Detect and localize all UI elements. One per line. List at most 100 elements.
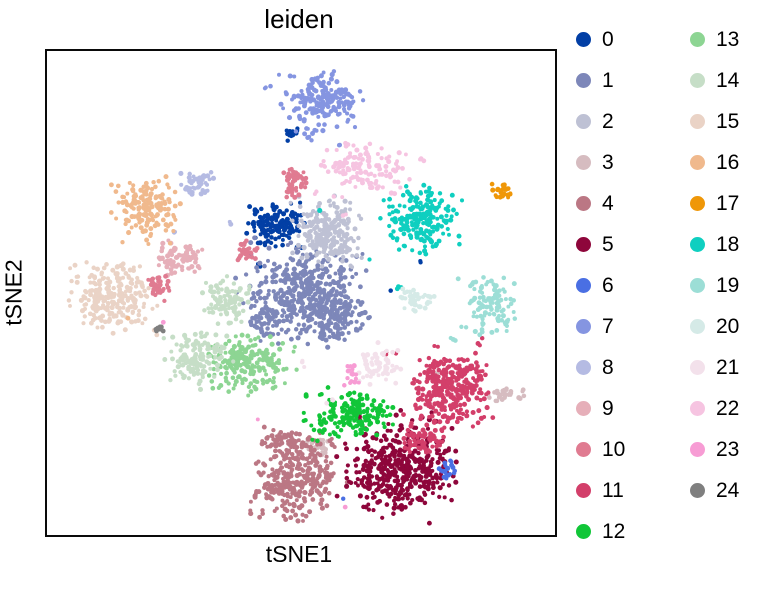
cluster-10-points — [146, 166, 309, 304]
legend-swatch-icon — [576, 483, 591, 498]
legend-swatch-icon — [576, 237, 591, 252]
legend-item-6: 6 — [576, 265, 625, 306]
cluster-5-points — [334, 408, 459, 526]
legend-label: 12 — [602, 520, 626, 543]
legend-item-19: 19 — [690, 265, 739, 306]
plot-title: leiden — [264, 4, 334, 34]
legend-swatch-icon — [576, 360, 591, 375]
cluster-20-points — [398, 286, 437, 314]
legend-swatch-icon — [576, 114, 591, 129]
legend-swatch-icon — [690, 442, 705, 457]
cluster-11-points — [384, 335, 496, 455]
legend-item-8: 8 — [576, 347, 625, 388]
legend-item-4: 4 — [576, 183, 625, 224]
legend-swatch-icon — [690, 401, 705, 416]
legend-swatch-icon — [576, 155, 591, 170]
cluster-22-points — [312, 140, 427, 218]
legend-label: 9 — [602, 397, 614, 420]
y-axis-label: tSNE2 — [0, 259, 27, 326]
cluster-18-points — [317, 182, 465, 292]
legend-item-2: 2 — [576, 101, 625, 142]
cluster-7-points — [262, 69, 366, 148]
legend-item-16: 16 — [690, 142, 739, 183]
legend-label: 1 — [602, 69, 614, 92]
cluster-9-points — [156, 238, 205, 278]
legend-label: 17 — [716, 192, 740, 215]
cluster-24-points — [153, 324, 166, 334]
legend-swatch-icon — [690, 155, 705, 170]
legend-label: 7 — [602, 315, 614, 338]
cluster-19-points — [448, 275, 518, 343]
legend-swatch-icon — [690, 319, 705, 334]
legend-swatch-icon — [576, 32, 591, 47]
legend-swatch-icon — [690, 360, 705, 375]
legend-swatch-icon — [576, 196, 591, 211]
legend-label: 20 — [716, 315, 740, 338]
legend-column-2: 13 14 15 16 17 18 19 20 21 22 23 24 — [690, 19, 739, 511]
legend-label: 10 — [602, 438, 626, 461]
cluster-8-points — [171, 170, 234, 235]
legend-swatch-icon — [690, 278, 705, 293]
cluster-14-points — [161, 274, 252, 392]
legend-label: 23 — [716, 438, 740, 461]
legend-swatch-icon — [576, 401, 591, 416]
legend-item-14: 14 — [690, 60, 739, 101]
cluster-6-points — [341, 458, 458, 501]
legend-label: 22 — [716, 397, 740, 420]
legend-swatch-icon — [690, 32, 705, 47]
legend-swatch-icon — [576, 524, 591, 539]
legend-item-23: 23 — [690, 429, 739, 470]
legend-item-10: 10 — [576, 429, 625, 470]
cluster-13-points — [206, 332, 299, 398]
legend-item-17: 17 — [690, 183, 739, 224]
cluster-15-points — [66, 260, 160, 338]
legend-label: 19 — [716, 274, 740, 297]
legend-item-21: 21 — [690, 347, 739, 388]
legend-label: 3 — [602, 151, 614, 174]
legend-column-1: 0 1 2 3 4 5 6 7 8 9 10 11 12 — [576, 19, 625, 552]
x-axis-label: tSNE1 — [265, 541, 333, 567]
legend-label: 8 — [602, 356, 614, 379]
legend-swatch-icon — [690, 237, 705, 252]
legend-label: 0 — [602, 28, 614, 51]
cluster-4-points — [248, 424, 350, 524]
legend-label: 14 — [716, 69, 740, 92]
legend-item-22: 22 — [690, 388, 739, 429]
legend-label: 16 — [716, 151, 740, 174]
legend-item-7: 7 — [576, 306, 625, 347]
legend-label: 18 — [716, 233, 740, 256]
legend-item-12: 12 — [576, 511, 625, 552]
legend-item-5: 5 — [576, 224, 625, 265]
legend-swatch-icon — [576, 278, 591, 293]
legend-item-11: 11 — [576, 470, 625, 511]
legend-swatch-icon — [576, 442, 591, 457]
cluster-17-points — [489, 181, 513, 200]
cluster-1-points — [233, 235, 372, 350]
legend-label: 4 — [602, 192, 614, 215]
legend-label: 15 — [716, 110, 740, 133]
legend-swatch-icon — [690, 196, 705, 211]
legend-label: 21 — [716, 356, 740, 379]
legend-label: 11 — [602, 479, 624, 502]
legend-swatch-icon — [690, 483, 705, 498]
plot-frame — [45, 49, 557, 537]
legend-label: 2 — [602, 110, 614, 133]
legend-swatch-icon — [576, 73, 591, 88]
legend-label: 13 — [716, 28, 740, 51]
cluster-2-points — [288, 193, 364, 270]
cluster-23-points — [160, 319, 361, 510]
tsne-scatter-plot — [66, 69, 527, 526]
legend-item-1: 1 — [576, 60, 625, 101]
legend-item-13: 13 — [690, 19, 739, 60]
cluster-12-points — [301, 385, 396, 444]
legend-item-20: 20 — [690, 306, 739, 347]
cluster-16-points — [108, 174, 183, 321]
legend-item-15: 15 — [690, 101, 739, 142]
legend-item-0: 0 — [576, 19, 625, 60]
legend-swatch-icon — [576, 319, 591, 334]
legend-swatch-icon — [690, 73, 705, 88]
legend-label: 6 — [602, 274, 614, 297]
legend-label: 5 — [602, 233, 614, 256]
cluster-21-points — [299, 340, 404, 406]
